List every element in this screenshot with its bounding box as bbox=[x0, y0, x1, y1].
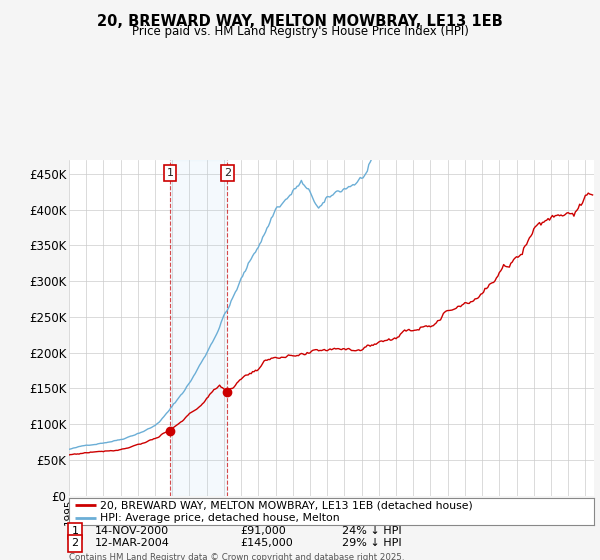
Bar bbox=[170, 160, 227, 496]
Text: 1: 1 bbox=[167, 168, 173, 178]
Text: Price paid vs. HM Land Registry's House Price Index (HPI): Price paid vs. HM Land Registry's House … bbox=[131, 25, 469, 38]
Text: HPI: Average price, detached house, Melton: HPI: Average price, detached house, Melt… bbox=[101, 514, 340, 523]
Text: 20, BREWARD WAY, MELTON MOWBRAY, LE13 1EB: 20, BREWARD WAY, MELTON MOWBRAY, LE13 1E… bbox=[97, 14, 503, 29]
Text: Contains HM Land Registry data © Crown copyright and database right 2025.
This d: Contains HM Land Registry data © Crown c… bbox=[69, 553, 404, 560]
Text: 24% ↓ HPI: 24% ↓ HPI bbox=[342, 526, 401, 536]
Text: 20, BREWARD WAY, MELTON MOWBRAY, LE13 1EB (detached house): 20, BREWARD WAY, MELTON MOWBRAY, LE13 1E… bbox=[101, 501, 473, 510]
Text: 2: 2 bbox=[224, 168, 231, 178]
Text: 14-NOV-2000: 14-NOV-2000 bbox=[95, 526, 169, 536]
Text: 12-MAR-2004: 12-MAR-2004 bbox=[95, 538, 170, 548]
Text: £145,000: £145,000 bbox=[240, 538, 293, 548]
Text: 1: 1 bbox=[71, 526, 79, 536]
Text: £91,000: £91,000 bbox=[240, 526, 286, 536]
Text: 2: 2 bbox=[71, 538, 79, 548]
Text: 29% ↓ HPI: 29% ↓ HPI bbox=[342, 538, 401, 548]
